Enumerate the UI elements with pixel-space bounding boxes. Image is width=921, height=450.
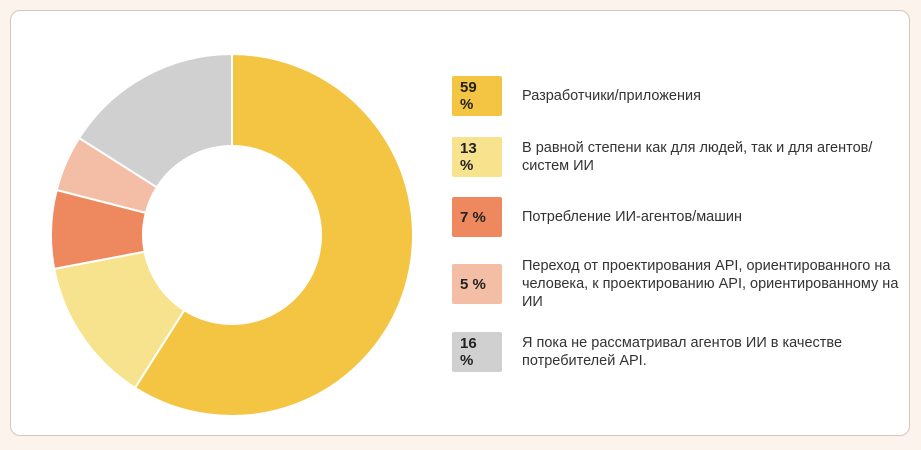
legend-label: Я пока не рассматривал агентов ИИ в каче…: [522, 335, 843, 369]
legend-label: Разработчики/приложения: [522, 88, 701, 104]
chart-card: 59 % Разработчики/приложения 13 % В равной…: [10, 10, 910, 436]
legend-item: 7 % Потребление ИИ-агентов/машин: [452, 197, 902, 237]
legend-item: 16 % Я пока не рассматривал агентов ИИ в …: [452, 332, 902, 372]
donut-chart: [50, 52, 414, 417]
donut-slice: [133, 52, 414, 417]
legend-swatch: 16 %: [452, 332, 502, 372]
legend-swatch: 7 %: [452, 197, 502, 237]
legend-swatch: 5 %: [452, 264, 502, 304]
legend-swatch: 59 %: [452, 76, 502, 116]
legend-label: В равной степени как для людей, так и дл…: [522, 140, 873, 174]
legend-label: Переход от проектирования API, ориентиро…: [522, 258, 899, 310]
legend-item: 59 % Разработчики/приложения: [452, 76, 902, 116]
legend-item: 5 % Переход от проектирования API, ориент…: [452, 257, 902, 311]
legend-label: Потребление ИИ-агентов/машин: [522, 209, 742, 225]
legend-item: 13 % В равной степени как для людей, так …: [452, 137, 902, 177]
legend-swatch: 13 %: [452, 137, 502, 177]
donut-slice: [77, 52, 233, 189]
